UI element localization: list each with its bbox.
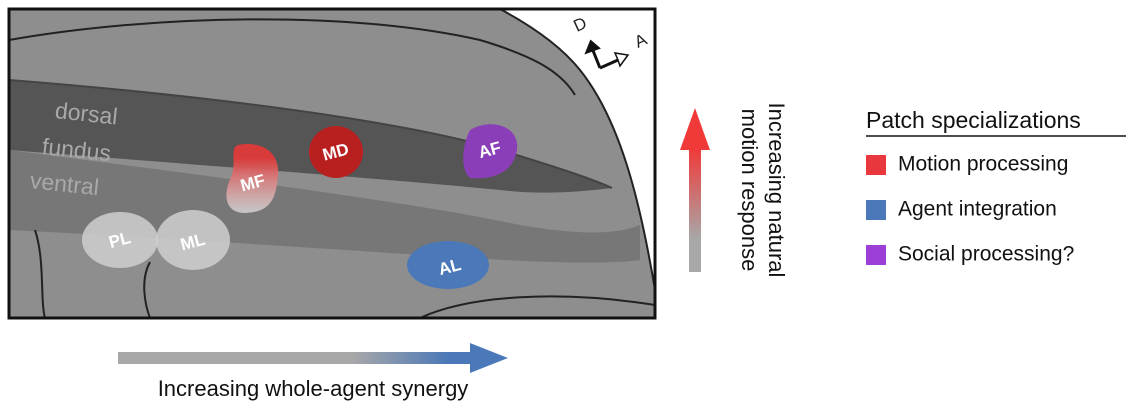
x-arrow — [118, 343, 508, 373]
y-axis-label: motion response — [737, 109, 762, 272]
legend-swatch — [866, 245, 886, 265]
y-arrow — [680, 108, 710, 272]
legend-swatch — [866, 200, 886, 220]
legend-swatch — [866, 155, 886, 175]
legend-label: Agent integration — [898, 198, 1057, 221]
x-axis-label: Increasing whole-agent synergy — [158, 376, 469, 401]
legend-label: Social processing? — [898, 243, 1074, 266]
brain: dorsal fundus ventral PL ML MF MD AF AL … — [9, 9, 655, 318]
legend: Patch specializations Motion processing A… — [866, 107, 1126, 265]
figure: dorsal fundus ventral PL ML MF MD AF AL … — [0, 0, 1135, 411]
legend-title: Patch specializations — [866, 107, 1081, 133]
y-axis-label: Increasing natural — [764, 103, 789, 278]
legend-label: Motion processing — [898, 153, 1068, 176]
